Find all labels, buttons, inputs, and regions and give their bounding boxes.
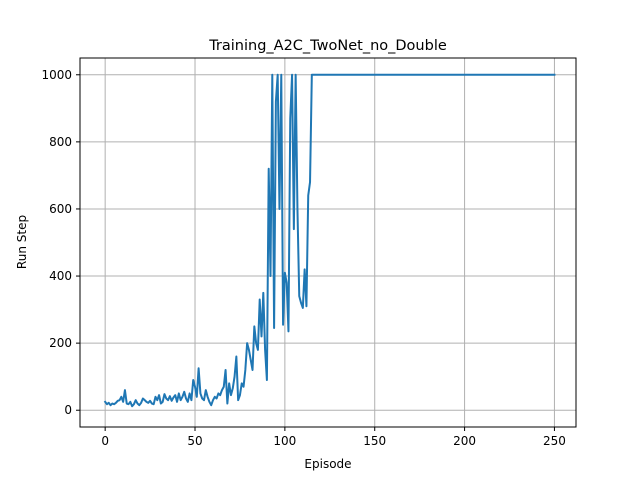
grid-lines: [80, 58, 576, 427]
plot-frame: [79, 57, 577, 428]
y-tick-label: 600: [49, 202, 72, 216]
series-line: [103, 73, 556, 408]
y-axis-ticks: 0 200 400 600 800 1000: [41, 68, 80, 417]
x-tick-label: 50: [187, 434, 202, 448]
x-tick-label: 200: [453, 434, 476, 448]
chart-title: Training_A2C_TwoNet_no_Double: [208, 38, 447, 54]
x-tick-label: 0: [101, 434, 109, 448]
y-tick-label: 400: [49, 269, 72, 283]
x-tick-label: 100: [273, 434, 296, 448]
y-tick-label: 1000: [41, 68, 72, 82]
x-axis-ticks: 0 50 100 150 200 250: [101, 427, 566, 448]
y-axis-label: Run Step: [15, 215, 29, 269]
y-tick-label: 200: [49, 336, 72, 350]
x-tick-label: 250: [543, 434, 566, 448]
y-tick-label: 800: [49, 135, 72, 149]
y-tick-label: 0: [64, 403, 72, 417]
x-axis-label: Episode: [304, 457, 351, 471]
x-tick-label: 150: [363, 434, 386, 448]
